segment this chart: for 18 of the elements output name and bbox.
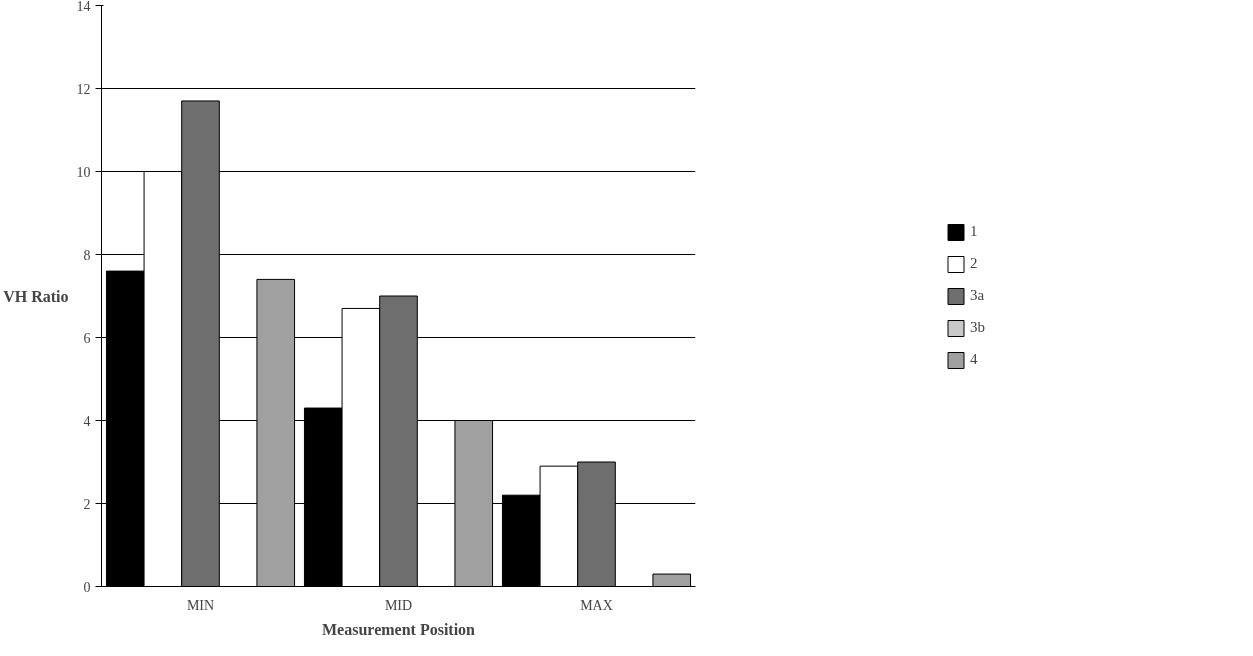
legend-label: 2 — [970, 255, 979, 272]
y-tick-label: 14 — [76, 0, 91, 14]
y-tick-label: 10 — [76, 164, 91, 180]
x-tick-label: MID — [384, 597, 413, 613]
y-tick-label: 6 — [83, 330, 91, 346]
legend-label: 3a — [970, 287, 986, 304]
y-tick-label: 8 — [83, 247, 91, 263]
legend-label: 3b — [970, 319, 986, 336]
x-tick-label: MIN — [186, 597, 215, 613]
y-tick-label: 12 — [76, 81, 91, 97]
y-axis-title: VH Ratio — [3, 287, 69, 305]
legend-label: 4 — [970, 351, 979, 368]
x-axis-title: Measurement Position — [321, 620, 476, 638]
y-tick-label: 2 — [83, 496, 91, 512]
y-tick-label: 4 — [83, 413, 91, 429]
y-tick-label: 0 — [83, 579, 91, 595]
x-tick-label: MAX — [580, 597, 613, 613]
legend-label: 1 — [970, 223, 979, 240]
